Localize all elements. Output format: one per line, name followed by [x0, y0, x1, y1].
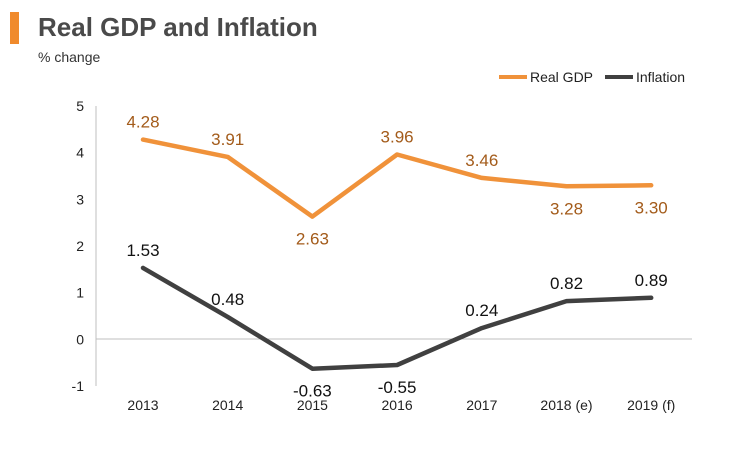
legend: Real GDP Inflation	[499, 69, 685, 85]
data-label-inflation: 1.53	[126, 241, 159, 260]
x-tick-label: 2016	[382, 397, 413, 413]
y-tick-label: 2	[76, 238, 84, 254]
x-tick-label: 2018 (e)	[540, 397, 592, 413]
legend-label-inflation: Inflation	[636, 69, 685, 85]
x-tick-label: 2017	[466, 397, 497, 413]
legend-label-gdp: Real GDP	[530, 69, 593, 85]
data-label-gdp: 3.46	[465, 151, 498, 170]
data-label-inflation: 0.89	[635, 271, 668, 290]
y-tick-label: -1	[72, 378, 85, 394]
data-label-inflation: -0.55	[378, 378, 417, 397]
data-label-gdp: 2.63	[296, 230, 329, 249]
data-label-inflation: 0.48	[211, 290, 244, 309]
x-tick-label: 2013	[127, 397, 158, 413]
y-tick-label: 3	[76, 191, 84, 207]
series-line-inflation	[140, 265, 654, 371]
data-label-gdp: 3.91	[211, 130, 244, 149]
chart-title: Real GDP and Inflation	[38, 12, 318, 42]
data-label-gdp: 3.30	[635, 198, 668, 217]
x-tick-label: 2015	[297, 397, 328, 413]
data-label-gdp: 3.28	[550, 199, 583, 218]
title-accent-bar	[10, 12, 19, 44]
data-label-gdp: 3.96	[381, 128, 414, 147]
x-tick-label: 2014	[212, 397, 243, 413]
series-line-gdp	[140, 137, 654, 219]
y-tick-label: 4	[76, 145, 84, 161]
chart-subtitle: % change	[38, 49, 101, 65]
x-tick-labels: 2013 2014 2015 2016 2017 2018 (e) 2019 (f)	[127, 397, 675, 413]
series-group: 4.28 3.91 2.63 3.96 3.46 3.28 3.30 1.53 0.48 -0.6…	[126, 113, 667, 401]
x-tick-label: 2019 (f)	[627, 397, 675, 413]
data-label-gdp: 4.28	[126, 113, 159, 132]
y-tick-label: 0	[76, 331, 84, 347]
y-tick-label: 5	[76, 98, 84, 114]
y-tick-label: 1	[76, 285, 84, 301]
y-tick-labels: 5 4 3 2 1 0 -1	[72, 98, 85, 394]
data-label-inflation: 0.24	[465, 301, 498, 320]
data-label-inflation: 0.82	[550, 274, 583, 293]
data-label-inflation: -0.63	[293, 382, 332, 401]
